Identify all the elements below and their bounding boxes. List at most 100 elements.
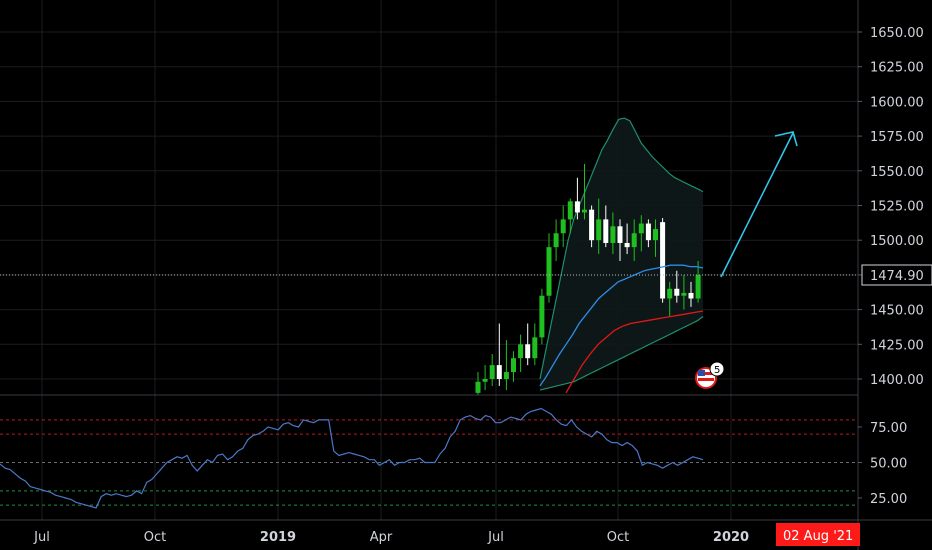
drawn-arrow-line [720, 132, 794, 278]
candle-body [695, 274, 701, 299]
candle [638, 215, 644, 252]
candle [546, 233, 552, 303]
candle [582, 163, 587, 220]
time-tick-label: Oct [144, 530, 166, 545]
candle-body [475, 381, 481, 393]
candle [574, 177, 580, 220]
candle-body [503, 372, 509, 379]
last-price-badge: 1474.90 [861, 264, 932, 286]
last-price-label: 1474.90 [870, 269, 924, 284]
candle-body [574, 201, 580, 213]
moving-average-slow [565, 310, 704, 394]
event-flag-icon[interactable]: 5 [695, 361, 725, 389]
price-tick-label: 1650.00 [870, 26, 924, 41]
date-badge-box [776, 523, 860, 546]
candle-body [667, 288, 673, 299]
candle [567, 198, 573, 234]
candle [482, 365, 488, 391]
date-badge: 02 Aug '21 [776, 523, 860, 546]
flag-stripe [698, 378, 714, 381]
candle [610, 212, 616, 255]
bollinger-upper-line [539, 117, 704, 380]
price-tick-label: 1550.00 [870, 165, 924, 180]
candle [525, 323, 531, 366]
time-tick-label: Oct [607, 530, 629, 545]
candle [631, 219, 637, 262]
candle-body [681, 292, 687, 296]
price-tick-label: 1500.00 [870, 234, 924, 249]
candle-body [546, 247, 552, 296]
candle-body [539, 295, 545, 338]
candle-body [624, 242, 630, 248]
candle [532, 323, 538, 366]
price-tick-label: 1525.00 [870, 200, 924, 215]
candle [660, 217, 666, 303]
candle-body [688, 292, 694, 299]
candle-body [489, 365, 495, 379]
time-tick-label: 2019 [260, 530, 296, 545]
candle [589, 205, 595, 248]
moving-averages [539, 264, 704, 394]
candle [681, 274, 687, 310]
candle [475, 372, 481, 395]
candle-body [617, 226, 623, 243]
time-tick-label: Jul [33, 530, 50, 545]
candle-body [525, 344, 531, 359]
candle-body [589, 209, 595, 241]
drawn-arrow-head [774, 131, 798, 147]
candle-body [603, 219, 609, 243]
rsi-line [0, 407, 704, 509]
price-tick-label: 1450.00 [870, 304, 924, 319]
candle [645, 219, 651, 248]
bollinger-lower-line [539, 316, 704, 391]
candle [496, 323, 502, 386]
flag-stripe [698, 372, 714, 375]
candle-body [567, 201, 573, 220]
candle [511, 351, 516, 382]
candle-body [532, 337, 538, 359]
grid-lines [0, 0, 858, 520]
candle [653, 219, 658, 257]
candle-body [560, 219, 566, 234]
candle [553, 219, 559, 262]
time-tick-label: Apr [370, 530, 393, 545]
rsi-tick-label: 75.00 [870, 421, 907, 436]
candle [624, 223, 630, 255]
event-count-badge [709, 361, 725, 377]
candle [688, 281, 694, 307]
candle-body [638, 223, 644, 234]
candle [518, 334, 524, 373]
candle-body [496, 365, 502, 379]
rsi-tick-label: 25.00 [870, 492, 907, 507]
candlestick-series [475, 163, 701, 395]
rsi-panel [0, 407, 858, 509]
last-price-badge-box [861, 264, 932, 286]
candle [617, 219, 623, 262]
candle [489, 354, 495, 386]
price-tick-label: 1400.00 [870, 373, 924, 388]
time-tick-label: Jul [487, 530, 504, 545]
candle-body [596, 219, 602, 241]
candle-body [582, 209, 587, 213]
price-tick-label: 1625.00 [870, 61, 924, 76]
candle [503, 340, 509, 391]
candle-body [610, 226, 616, 243]
candle-body [631, 233, 637, 248]
candle-body [553, 233, 559, 248]
rsi-tick-label: 50.00 [870, 457, 907, 472]
flag-canton [698, 370, 705, 376]
candle [695, 261, 701, 303]
candle [560, 205, 566, 248]
candle-body [660, 222, 666, 299]
moving-average-fast [539, 264, 704, 387]
candle-body [645, 223, 651, 241]
candle [539, 288, 545, 345]
price-tick-label: 1600.00 [870, 95, 924, 110]
candle-body [511, 358, 516, 373]
candle-body [674, 288, 680, 296]
time-tick-label: 2020 [713, 530, 749, 545]
candle [674, 270, 680, 303]
candle [667, 281, 673, 317]
